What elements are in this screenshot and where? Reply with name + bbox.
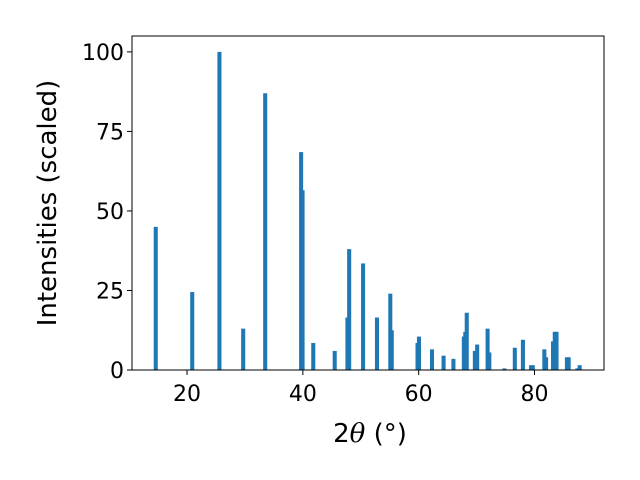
bar [153,226,158,370]
bar [575,368,580,370]
bar [374,317,380,370]
bar [472,350,477,370]
plot-frame [131,35,605,371]
bar [190,292,195,370]
bar [332,350,337,370]
bar [475,344,480,370]
y-axis: 0 25 50 75 100 [82,41,132,384]
bar [520,339,525,370]
bar [429,349,435,370]
bar [566,357,571,370]
bar [361,263,366,370]
bar [311,342,316,370]
bar [263,93,268,370]
bar [577,365,582,370]
y-tick-label: 0 [110,359,124,384]
bar [530,365,535,370]
bar [487,352,492,370]
x-axis-title-suffix: (°) [365,419,407,449]
bar [502,368,507,370]
y-tick-label: 100 [82,41,124,66]
x-tick-label: 80 [521,382,549,407]
bar [300,190,305,370]
x-axis-title-prefix: 2 [333,419,350,449]
x-axis: 20 40 60 80 [173,370,549,407]
bar [241,328,246,370]
bar [464,312,469,370]
bar [441,355,446,370]
y-tick-label: 50 [96,200,124,225]
bar [389,330,394,370]
y-tick-label: 75 [96,120,124,145]
x-tick-label: 40 [289,382,317,407]
y-axis-title: Intensities (scaled) [33,80,63,327]
x-tick-label: 20 [173,382,201,407]
bar [544,357,549,370]
x-tick-label: 60 [405,382,433,407]
bar [485,328,490,370]
bar [416,336,421,370]
bar-series [153,51,582,371]
y-tick-label: 25 [96,279,124,304]
bar [347,249,352,370]
bar [554,331,559,370]
x-axis-title-theta: θ [350,419,366,449]
bar [217,51,222,371]
x-axis-title: 2θ (°) [333,419,407,449]
bar [512,347,517,370]
bar [451,358,456,370]
